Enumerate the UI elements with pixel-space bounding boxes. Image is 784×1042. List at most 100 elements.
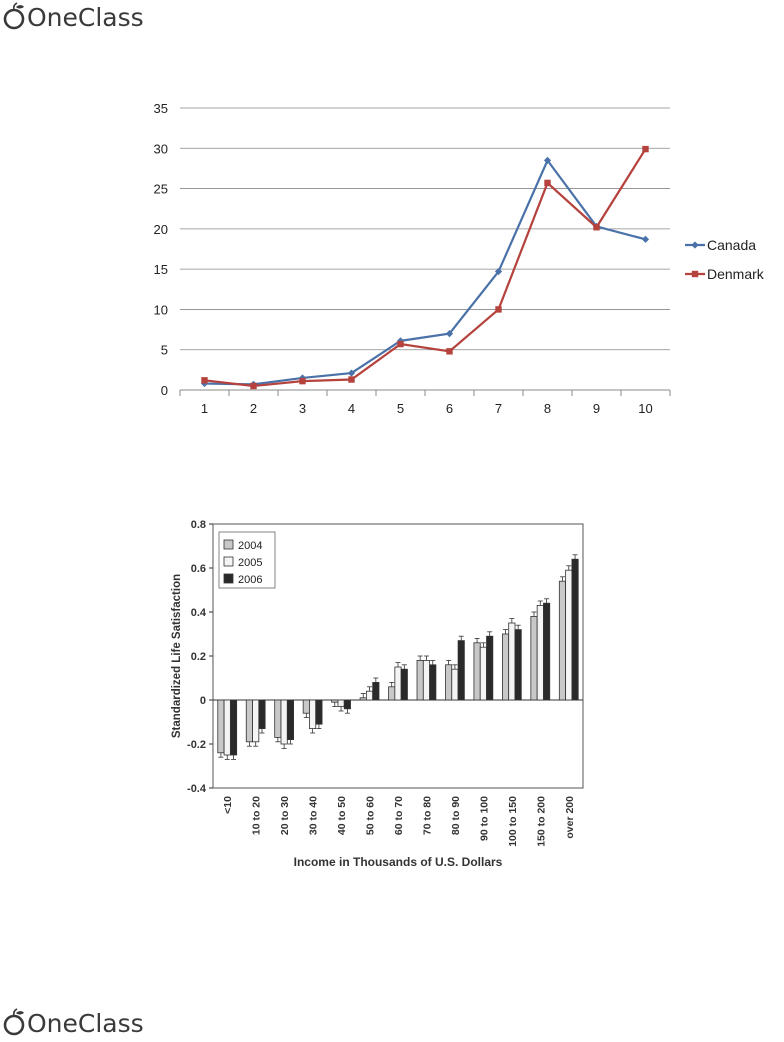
x-tick-label: over 200 <box>564 796 576 839</box>
x-tick-label: 7 <box>495 401 502 416</box>
legend-swatch <box>223 556 234 567</box>
bar <box>315 699 323 725</box>
x-tick-label: <10 <box>222 796 234 814</box>
line-chart: 0 5 10 15 20 25 30 35 1 2 3 4 5 6 7 8 9 10 Canada Denmark <box>154 101 765 416</box>
y-tick-label: 20 <box>154 222 168 237</box>
x-tick-label: 30 to 40 <box>308 796 320 835</box>
x-axis-title: Income in Thousands of U.S. Dollars <box>294 855 503 869</box>
data-point <box>250 382 257 390</box>
y-axis-title: Standardized Life Satisfaction <box>171 574 183 738</box>
bar <box>309 699 317 730</box>
logo-text: OneClass <box>27 1009 144 1038</box>
y-tick-label: -0.4 <box>187 783 207 795</box>
bar <box>258 699 266 730</box>
data-point <box>299 377 306 385</box>
bar <box>451 668 459 701</box>
x-tick-label: 150 to 200 <box>535 796 547 847</box>
y-tick-label: 0 <box>161 383 168 398</box>
legend-marker <box>691 270 699 278</box>
bar <box>565 569 573 701</box>
x-tick-label: 10 to 20 <box>251 796 263 835</box>
bar <box>280 699 288 745</box>
y-tick-label: 5 <box>161 343 168 358</box>
y-tick-label: 0 <box>200 695 206 707</box>
x-tick-label: 4 <box>348 401 355 416</box>
bar <box>245 699 253 743</box>
oneclass-logo-top: OneClass <box>2 2 144 32</box>
x-tick-label: 10 <box>638 401 652 416</box>
bar <box>543 602 551 701</box>
x-tick-label: 3 <box>299 401 306 416</box>
y-tick-label: 0.2 <box>191 651 206 663</box>
legend-label: 2004 <box>238 540 262 552</box>
legend-label: Canada <box>707 237 756 253</box>
data-point <box>641 235 650 243</box>
bar <box>252 699 260 743</box>
oneclass-logo-bottom: OneClass <box>2 1008 144 1038</box>
bar <box>394 666 402 701</box>
bar <box>486 635 494 701</box>
legend-swatch <box>223 573 234 584</box>
x-tick-label: 8 <box>544 401 551 416</box>
bar <box>217 699 225 754</box>
x-tick-label: 20 to 30 <box>279 796 291 835</box>
y-tick-label: 10 <box>154 302 168 317</box>
legend-label: Denmark <box>707 266 765 282</box>
bar <box>416 659 424 701</box>
logo-leaf-icon <box>3 2 25 30</box>
bar <box>274 699 282 738</box>
bar <box>229 699 238 756</box>
data-point <box>348 376 355 383</box>
bar <box>365 690 374 701</box>
bar <box>457 640 465 701</box>
data-point <box>397 340 404 348</box>
x-tick-label: 60 to 70 <box>393 796 405 835</box>
y-tick-label: 15 <box>154 262 168 277</box>
bar <box>571 558 579 701</box>
bar <box>445 664 453 701</box>
legend-label: 2006 <box>238 574 262 586</box>
data-point <box>543 156 552 164</box>
bar <box>331 699 339 703</box>
bar <box>479 646 487 701</box>
bar <box>388 686 396 701</box>
bar <box>530 616 538 701</box>
x-tick-label: 80 to 90 <box>450 796 462 835</box>
y-tick-label: -0.2 <box>187 739 206 751</box>
logo-leaf-icon <box>3 1008 25 1036</box>
bar <box>400 668 408 701</box>
y-tick-label: 35 <box>154 101 168 116</box>
y-tick-label: 0.6 <box>191 563 206 575</box>
data-point <box>593 224 600 231</box>
bar <box>473 642 481 701</box>
bar <box>536 605 544 701</box>
x-tick-label: 5 <box>397 401 404 416</box>
bar <box>558 580 567 701</box>
x-tick-label: 2 <box>250 401 257 416</box>
data-point <box>494 267 503 276</box>
x-tick-label: 40 to 50 <box>336 796 348 835</box>
x-tick-label: 100 to 150 <box>507 796 519 847</box>
x-tick-label: 6 <box>446 401 453 416</box>
data-point <box>544 179 551 187</box>
bar <box>337 699 345 707</box>
legend-swatch <box>223 539 234 550</box>
x-tick-label: 50 to 60 <box>365 796 377 835</box>
data-point <box>298 374 307 382</box>
y-tick-label: 30 <box>154 141 168 156</box>
data-point <box>642 145 649 153</box>
y-tick-label: 0.8 <box>191 519 206 531</box>
x-tick-label: 70 to 80 <box>421 796 433 835</box>
y-tick-label: 0.4 <box>191 607 207 619</box>
bar <box>514 629 522 701</box>
bar <box>343 699 351 710</box>
logo-text: OneClass <box>27 3 144 32</box>
x-tick-label: 9 <box>593 401 600 416</box>
x-tick-label: 1 <box>201 401 208 416</box>
data-point <box>495 306 502 313</box>
series-line-denmark <box>204 148 647 388</box>
bar <box>302 699 310 714</box>
bar-chart: -0.4 -0.2 0 0.2 0.4 0.6 0.8 <10 10 to 20 20 to 30… <box>171 519 584 869</box>
data-point <box>446 348 453 355</box>
legend-marker <box>691 241 699 249</box>
